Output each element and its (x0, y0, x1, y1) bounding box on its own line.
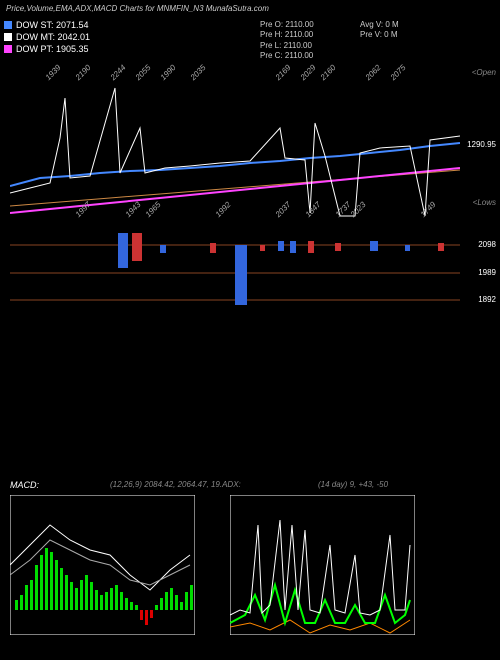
legend-item: DOW ST: 2071.54 (4, 20, 90, 30)
y-axis-label: 1290.95 (467, 140, 496, 149)
side-label-lows: <Lows (473, 198, 496, 207)
price-info-2: Avg V: 0 MPre V: 0 M (360, 20, 399, 41)
legend-item: DOW PT: 1905.35 (4, 44, 90, 54)
macd-chart (10, 495, 195, 635)
macd-info: (12,26,9) 2084.42, 2064.47, 19.ADX: (110, 480, 241, 489)
legend: DOW ST: 2071.54 DOW MT: 2042.01 DOW PT: 19… (4, 20, 90, 56)
chart-title: Price,Volume,EMA,ADX,MACD Charts for MNM… (6, 4, 269, 13)
side-label-open: <Open (472, 68, 496, 77)
main-price-chart (10, 78, 460, 218)
legend-item: DOW MT: 2042.01 (4, 32, 90, 42)
price-info-1: Pre O: 2110.00Pre H: 2110.00Pre L: 2110.… (260, 20, 314, 62)
macd-label: MACD: (10, 480, 39, 490)
adx-chart (230, 495, 415, 635)
volume-chart (10, 225, 460, 310)
adx-info: (14 day) 9, +43, -50 (318, 480, 388, 489)
